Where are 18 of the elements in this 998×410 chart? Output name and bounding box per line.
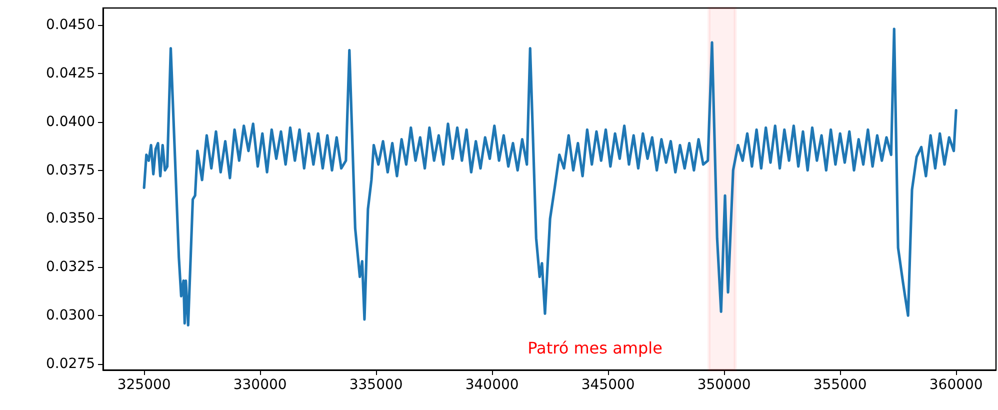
- x-tick-label: 340000: [465, 377, 519, 393]
- x-tick-label: 330000: [233, 377, 287, 393]
- y-tick-label: 0.0300: [46, 308, 95, 324]
- x-tick-label: 335000: [349, 377, 403, 393]
- x-tick-label: 355000: [813, 377, 867, 393]
- y-tick-label: 0.0400: [46, 114, 95, 130]
- y-tick-label: 0.0375: [46, 162, 95, 178]
- y-tick-label: 0.0450: [46, 17, 95, 34]
- y-tick-label: 0.0425: [46, 65, 95, 82]
- x-tick-label: 350000: [697, 377, 751, 393]
- x-tick-label: 345000: [581, 377, 635, 393]
- y-tick-label: 0.0350: [46, 210, 95, 227]
- x-tick-label: 360000: [929, 377, 983, 393]
- y-tick-label: 0.0325: [46, 259, 95, 276]
- x-tick-label: 325000: [117, 377, 171, 393]
- line-series: [142, 28, 958, 327]
- y-tick-label: 0.0275: [46, 356, 95, 372]
- annotation: Patró mes ample: [528, 338, 662, 358]
